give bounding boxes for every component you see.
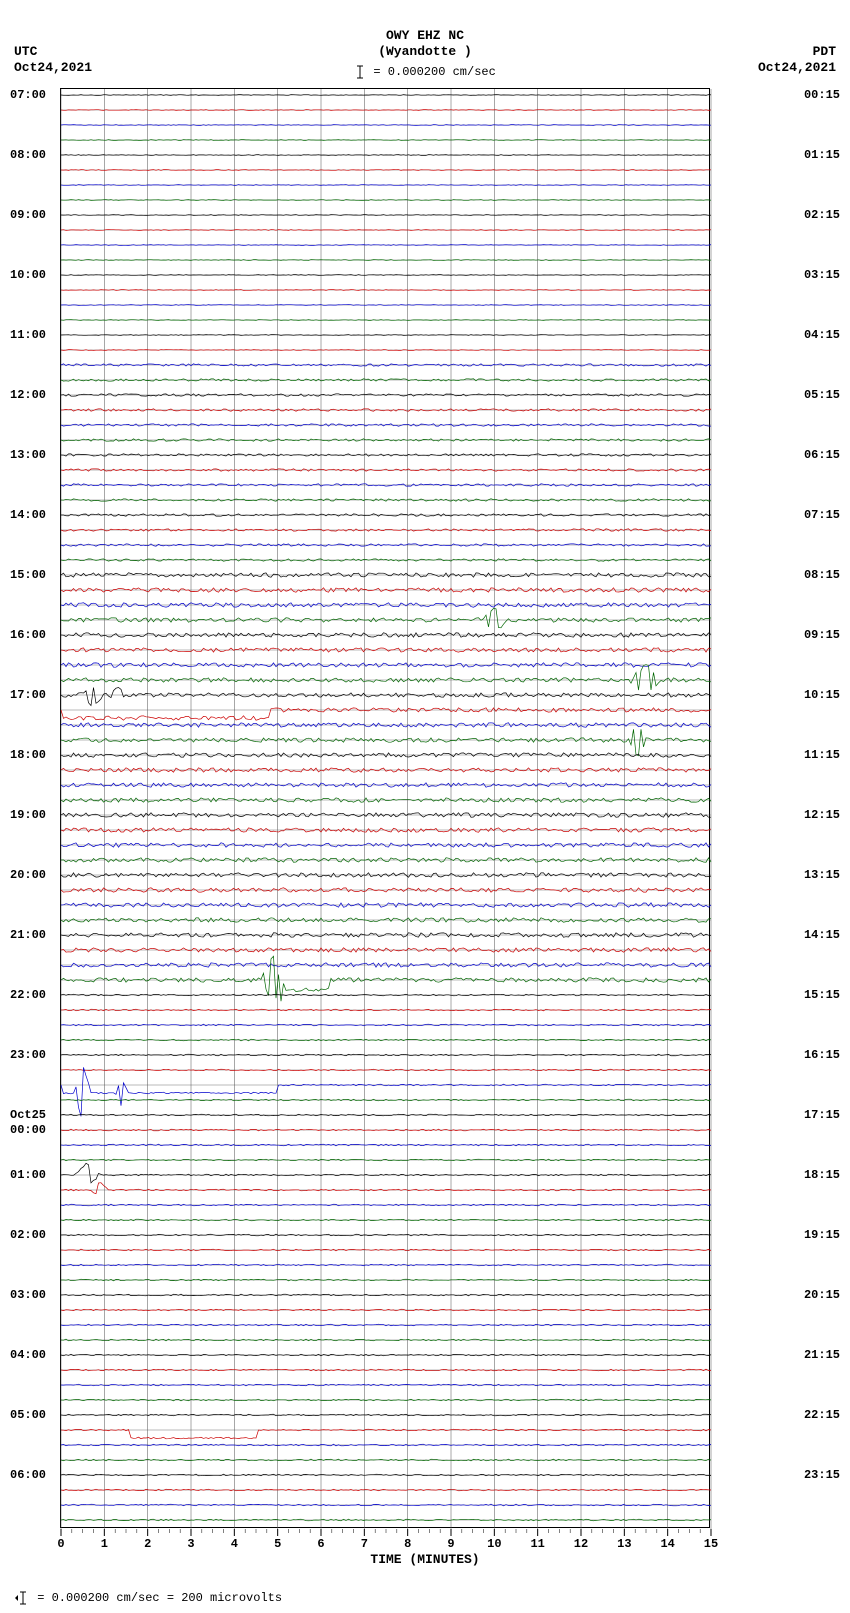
date-label-left: Oct24,2021: [14, 60, 92, 75]
utc-hour-label: 01:00: [10, 1168, 46, 1182]
utc-hour-label: 13:00: [10, 448, 46, 462]
pdt-hour-label: 05:15: [804, 388, 840, 402]
utc-hour-label: 11:00: [10, 328, 46, 342]
utc-hour-label: 14:00: [10, 508, 46, 522]
svg-text:2: 2: [144, 1537, 151, 1551]
station-location: (Wyandotte ): [0, 44, 850, 59]
utc-hour-label: 21:00: [10, 928, 46, 942]
utc-hour-label: 23:00: [10, 1048, 46, 1062]
date-label-right: Oct24,2021: [758, 60, 836, 75]
utc-hour-label: 15:00: [10, 568, 46, 582]
utc-hour-label: 07:00: [10, 88, 46, 102]
pdt-hour-label: 07:15: [804, 508, 840, 522]
pdt-hour-label: 18:15: [804, 1168, 840, 1182]
pdt-hour-label: 00:15: [804, 88, 840, 102]
scale-indicator: = 0.000200 cm/sec: [0, 64, 850, 80]
pdt-hour-label: 06:15: [804, 448, 840, 462]
seismogram-plot: 0123456789101112131415: [60, 88, 710, 1528]
utc-hour-label: 04:00: [10, 1348, 46, 1362]
tz-label-right: PDT: [813, 44, 836, 59]
scale-text: = 0.000200 cm/sec: [373, 65, 495, 79]
svg-text:8: 8: [404, 1537, 411, 1551]
footer-text: = 0.000200 cm/sec = 200 microvolts: [37, 1591, 282, 1605]
utc-hour-label: Oct25: [10, 1108, 46, 1122]
svg-text:5: 5: [274, 1537, 281, 1551]
utc-hour-label: 20:00: [10, 868, 46, 882]
utc-hour-label: 05:00: [10, 1408, 46, 1422]
svg-text:0: 0: [57, 1537, 64, 1551]
pdt-hour-label: 20:15: [804, 1288, 840, 1302]
pdt-hour-label: 23:15: [804, 1468, 840, 1482]
pdt-hour-label: 15:15: [804, 988, 840, 1002]
utc-hour-label: 09:00: [10, 208, 46, 222]
pdt-hour-label: 09:15: [804, 628, 840, 642]
footer-scale: = 0.000200 cm/sec = 200 microvolts: [14, 1591, 282, 1605]
svg-text:9: 9: [447, 1537, 454, 1551]
svg-text:14: 14: [660, 1537, 674, 1551]
utc-hour-label: 16:00: [10, 628, 46, 642]
svg-text:7: 7: [361, 1537, 368, 1551]
pdt-hour-label: 04:15: [804, 328, 840, 342]
pdt-hour-label: 12:15: [804, 808, 840, 822]
utc-hour-label: 08:00: [10, 148, 46, 162]
svg-text:13: 13: [617, 1537, 631, 1551]
svg-text:10: 10: [487, 1537, 501, 1551]
utc-hour-label: 00:00: [10, 1123, 46, 1137]
utc-hour-label: 02:00: [10, 1228, 46, 1242]
pdt-hour-label: 03:15: [804, 268, 840, 282]
pdt-hour-label: 11:15: [804, 748, 840, 762]
svg-text:11: 11: [530, 1537, 544, 1551]
pdt-hour-label: 02:15: [804, 208, 840, 222]
svg-text:4: 4: [231, 1537, 238, 1551]
pdt-hour-label: 13:15: [804, 868, 840, 882]
pdt-hour-label: 22:15: [804, 1408, 840, 1422]
pdt-hour-label: 16:15: [804, 1048, 840, 1062]
utc-hour-label: 18:00: [10, 748, 46, 762]
svg-text:12: 12: [574, 1537, 588, 1551]
pdt-hour-label: 08:15: [804, 568, 840, 582]
utc-hour-label: 17:00: [10, 688, 46, 702]
svg-text:6: 6: [317, 1537, 324, 1551]
pdt-hour-label: 17:15: [804, 1108, 840, 1122]
svg-text:3: 3: [187, 1537, 194, 1551]
utc-hour-label: 19:00: [10, 808, 46, 822]
utc-hour-label: 12:00: [10, 388, 46, 402]
utc-hour-label: 03:00: [10, 1288, 46, 1302]
svg-text:15: 15: [704, 1537, 718, 1551]
utc-hour-label: 10:00: [10, 268, 46, 282]
tz-label-left: UTC: [14, 44, 37, 59]
pdt-hour-label: 10:15: [804, 688, 840, 702]
pdt-hour-label: 21:15: [804, 1348, 840, 1362]
pdt-hour-label: 14:15: [804, 928, 840, 942]
svg-text:1: 1: [101, 1537, 108, 1551]
xaxis-label: TIME (MINUTES): [0, 1552, 850, 1567]
utc-hour-label: 22:00: [10, 988, 46, 1002]
utc-hour-label: 06:00: [10, 1468, 46, 1482]
pdt-hour-label: 19:15: [804, 1228, 840, 1242]
station-code: OWY EHZ NC: [0, 28, 850, 43]
pdt-hour-label: 01:15: [804, 148, 840, 162]
